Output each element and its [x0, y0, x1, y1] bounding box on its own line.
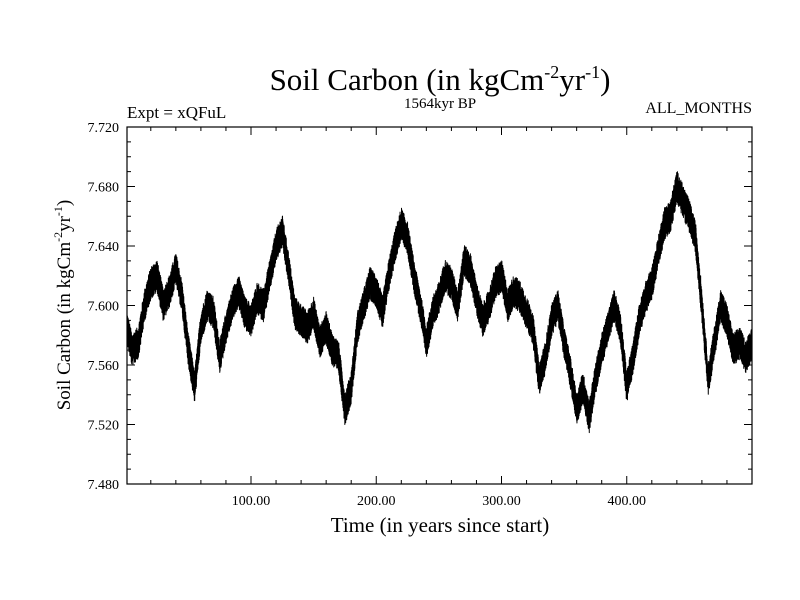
y-tick-label: 7.640	[88, 240, 120, 255]
chart-title-end: )	[600, 62, 610, 97]
y-axis-label-sup-2: -1	[51, 206, 65, 216]
y-tick-labels: 7.480 7.520 7.560 7.600 7.640 7.680 7.720	[88, 121, 120, 493]
chart-title-sup-1: -2	[544, 62, 559, 82]
y-axis-label: Soil Carbon (in kgCm-2yr-1)	[51, 200, 75, 411]
x-tick-label: 300.00	[482, 494, 521, 509]
x-tick-label: 200.00	[357, 494, 396, 509]
y-tick-label: 7.600	[88, 300, 120, 315]
period-label: 1564kyr BP	[404, 96, 476, 112]
y-axis-label-end: )	[54, 200, 75, 206]
x-axis-label: Time (in years since start)	[331, 513, 550, 537]
y-axis-label-mid: yr	[54, 215, 75, 232]
y-axis-label-sup-1: -2	[51, 232, 65, 242]
chart-title-sup-2: -1	[585, 62, 600, 82]
y-axis-label-main: Soil Carbon (in kgCm	[54, 242, 75, 411]
x-tick-labels: 100.00 200.00 300.00 400.00	[232, 494, 646, 509]
y-tick-label: 7.480	[88, 478, 120, 493]
plot-frame	[126, 126, 753, 485]
x-tick-label: 400.00	[607, 494, 646, 509]
y-tick-label: 7.560	[88, 359, 120, 374]
y-tick-label: 7.680	[88, 181, 120, 196]
experiment-label: Expt = xQFuL	[127, 103, 226, 122]
chart-title-mid: yr	[559, 62, 586, 97]
y-tick-label: 7.520	[88, 419, 120, 434]
series-line-soil-carbon	[127, 171, 752, 434]
chart-title-main: Soil Carbon (in kgCm	[270, 62, 545, 97]
chart-title: Soil Carbon (in kgCm-2yr-1)	[270, 62, 611, 97]
y-tick-label: 7.720	[88, 121, 120, 136]
months-label: ALL_MONTHS	[645, 100, 752, 117]
x-tick-label: 100.00	[232, 494, 271, 509]
